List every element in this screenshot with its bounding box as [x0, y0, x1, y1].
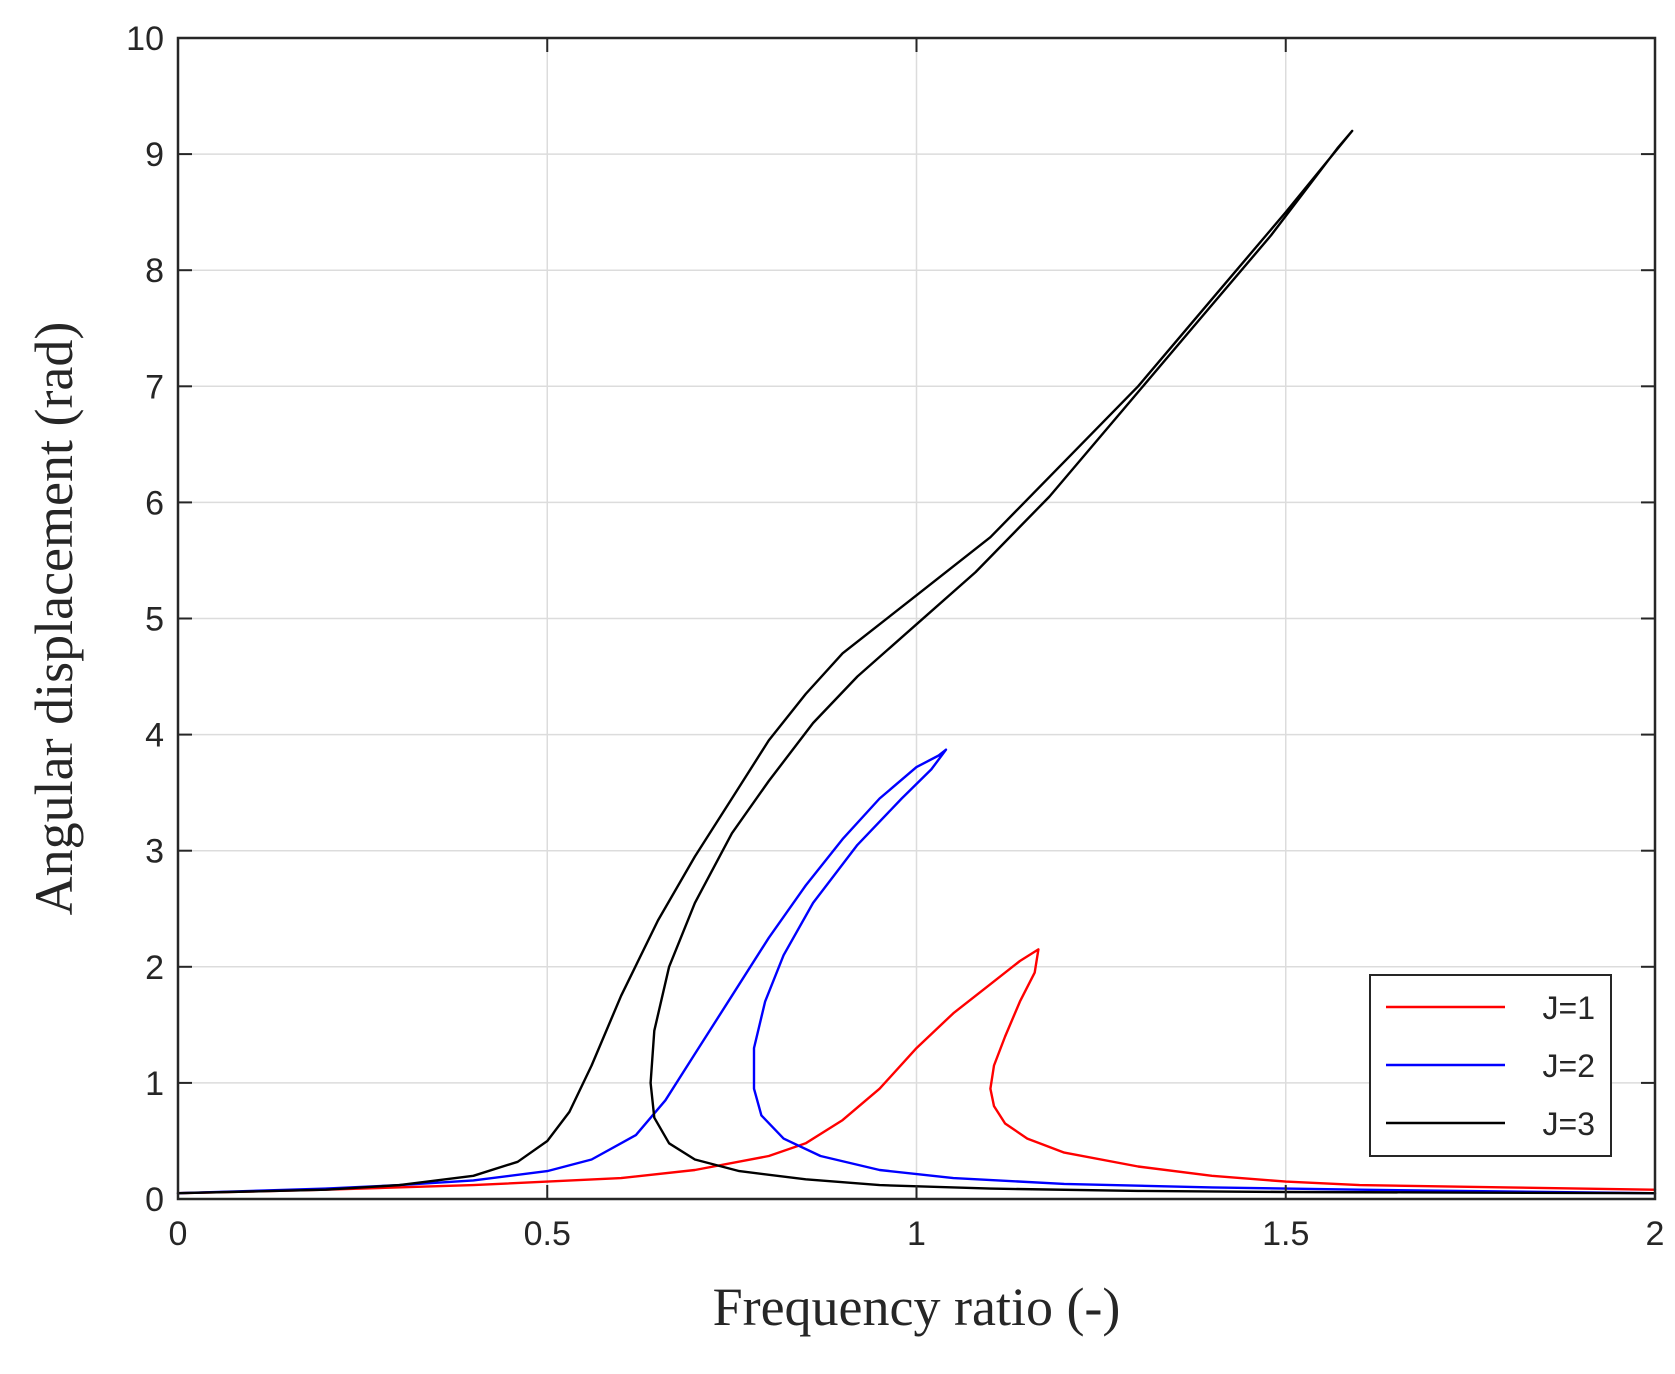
legend-label-j3: J=3 — [1543, 1106, 1595, 1142]
x-tick-label-1: 0.5 — [524, 1215, 571, 1253]
series-line-j2 — [176, 748, 1657, 1195]
x-tick-label-2: 1 — [907, 1215, 926, 1253]
y-tick-label-1: 1 — [145, 1065, 164, 1103]
y-tick-label-6: 6 — [145, 484, 164, 522]
y-tick-label-10: 10 — [126, 20, 164, 58]
series-line-j1 — [176, 948, 1657, 1195]
y-axis-title: Angular displacement (rad) — [24, 322, 84, 916]
y-tick-label-8: 8 — [145, 252, 164, 290]
x-tick-label-0: 0 — [169, 1215, 188, 1253]
y-tick-label-0: 0 — [145, 1181, 164, 1219]
legend-label-j2: J=2 — [1543, 1048, 1595, 1084]
y-tick-label-9: 9 — [145, 136, 164, 174]
series-line-j3 — [176, 129, 1657, 1195]
y-tick-label-5: 5 — [145, 601, 164, 639]
tick-marks — [177, 37, 1656, 1200]
y-tick-label-7: 7 — [145, 368, 164, 406]
y-tick-label-3: 3 — [145, 833, 164, 871]
series-layer — [176, 129, 1657, 1195]
y-tick-labels: 0 1 2 3 4 5 6 7 8 9 10 — [126, 20, 164, 1219]
x-tick-label-3: 1.5 — [1262, 1215, 1309, 1253]
legend-label-j1: J=1 — [1543, 990, 1595, 1026]
x-tick-label-4: 2 — [1646, 1215, 1665, 1253]
y-tick-label-2: 2 — [145, 949, 164, 987]
x-axis-title: Frequency ratio (-) — [713, 1277, 1121, 1337]
legend: J=1 J=2 J=3 — [1369, 974, 1612, 1157]
y-tick-label-4: 4 — [145, 717, 164, 755]
x-tick-labels: 0 0.5 1 1.5 2 — [169, 1215, 1665, 1253]
